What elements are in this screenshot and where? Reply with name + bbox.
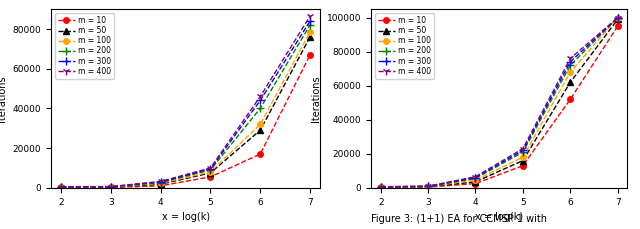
- m = 200: [257, 107, 264, 110]
- Line: m = 400: m = 400: [57, 12, 314, 191]
- m = 50: [107, 186, 115, 188]
- m = 10: [207, 175, 214, 178]
- m = 100: [157, 182, 164, 185]
- m = 50: [614, 18, 621, 21]
- m = 200: [614, 16, 621, 19]
- Line: m = 50: m = 50: [58, 34, 313, 190]
- m = 300: [424, 185, 432, 188]
- m = 300: [107, 185, 115, 188]
- m = 10: [377, 186, 385, 189]
- m = 10: [566, 98, 574, 101]
- m = 300: [377, 185, 385, 188]
- m = 50: [157, 183, 164, 185]
- m = 100: [614, 16, 621, 19]
- m = 10: [424, 186, 432, 188]
- m = 300: [614, 16, 621, 19]
- Line: m = 100: m = 100: [58, 29, 313, 190]
- m = 400: [257, 95, 264, 98]
- m = 50: [306, 35, 314, 38]
- m = 50: [472, 180, 479, 183]
- m = 200: [472, 177, 479, 180]
- m = 50: [207, 172, 214, 174]
- m = 10: [107, 186, 115, 189]
- m = 400: [566, 57, 574, 60]
- Line: m = 200: m = 200: [376, 14, 622, 191]
- m = 400: [472, 175, 479, 178]
- Line: m = 200: m = 200: [57, 21, 314, 191]
- m = 10: [157, 184, 164, 187]
- Line: m = 300: m = 300: [57, 17, 314, 191]
- m = 400: [519, 147, 527, 150]
- m = 300: [58, 185, 65, 188]
- m = 200: [207, 169, 214, 171]
- m = 10: [519, 164, 527, 167]
- Text: Figure 3: (1+1) EA for CCMSP 1 with: Figure 3: (1+1) EA for CCMSP 1 with: [371, 214, 547, 224]
- m = 100: [472, 179, 479, 182]
- X-axis label: x = log(k): x = log(k): [161, 212, 210, 222]
- m = 200: [157, 181, 164, 184]
- m = 400: [424, 185, 432, 188]
- Line: m = 100: m = 100: [378, 15, 621, 190]
- Y-axis label: Iterations: Iterations: [312, 75, 321, 122]
- m = 10: [257, 153, 264, 155]
- m = 200: [107, 185, 115, 188]
- m = 300: [157, 180, 164, 183]
- m = 100: [566, 71, 574, 74]
- X-axis label: x = log(k): x = log(k): [475, 212, 524, 222]
- m = 400: [306, 15, 314, 17]
- m = 50: [58, 186, 65, 188]
- m = 50: [566, 81, 574, 84]
- m = 50: [424, 185, 432, 188]
- m = 10: [306, 53, 314, 56]
- m = 50: [257, 129, 264, 132]
- m = 400: [157, 180, 164, 183]
- m = 400: [614, 16, 621, 19]
- Y-axis label: Iterations: Iterations: [0, 75, 7, 122]
- m = 100: [107, 186, 115, 188]
- m = 100: [424, 185, 432, 188]
- m = 10: [472, 182, 479, 185]
- Line: m = 10: m = 10: [378, 23, 621, 190]
- m = 200: [519, 151, 527, 153]
- m = 300: [207, 168, 214, 170]
- m = 10: [614, 25, 621, 27]
- m = 400: [207, 166, 214, 169]
- m = 100: [377, 186, 385, 188]
- m = 50: [519, 159, 527, 162]
- m = 300: [566, 60, 574, 63]
- m = 200: [377, 185, 385, 188]
- m = 100: [58, 186, 65, 188]
- m = 100: [207, 171, 214, 173]
- m = 200: [306, 24, 314, 26]
- m = 400: [107, 185, 115, 188]
- m = 100: [519, 156, 527, 158]
- m = 400: [58, 185, 65, 188]
- m = 300: [472, 176, 479, 179]
- m = 300: [257, 99, 264, 102]
- m = 100: [306, 31, 314, 33]
- Legend: m = 10, m = 50, m = 100, m = 200, m = 300, m = 400: m = 10, m = 50, m = 100, m = 200, m = 30…: [375, 13, 434, 79]
- m = 50: [377, 186, 385, 188]
- Line: m = 300: m = 300: [376, 14, 622, 191]
- m = 400: [377, 185, 385, 188]
- m = 200: [424, 185, 432, 188]
- m = 200: [566, 64, 574, 67]
- m = 100: [257, 123, 264, 126]
- m = 10: [58, 186, 65, 189]
- m = 300: [306, 20, 314, 22]
- Line: m = 50: m = 50: [378, 16, 621, 190]
- Legend: m = 10, m = 50, m = 100, m = 200, m = 300, m = 400: m = 10, m = 50, m = 100, m = 200, m = 30…: [55, 13, 114, 79]
- m = 300: [519, 149, 527, 152]
- Line: m = 400: m = 400: [376, 14, 622, 191]
- Line: m = 10: m = 10: [58, 52, 313, 190]
- m = 200: [58, 185, 65, 188]
